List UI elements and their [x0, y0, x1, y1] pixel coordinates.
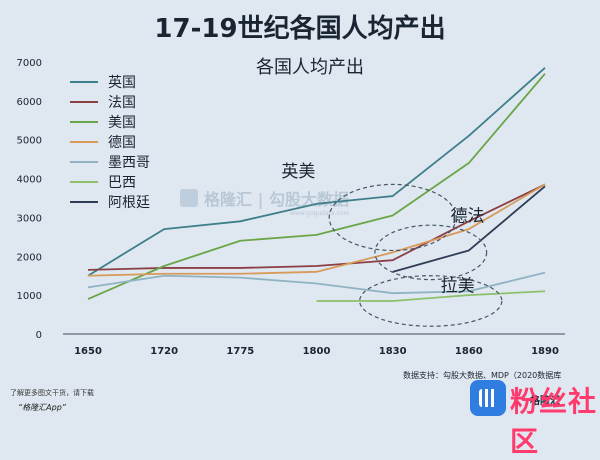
series-line-巴西: [316, 290, 546, 302]
series-line-美国: [87, 73, 546, 300]
line-chart: 0 1000 2000 3000 4000 5000 6000 7000 1650 1720 177…: [17, 57, 565, 357]
y-tick-label: 6000: [17, 97, 42, 108]
legend-label: 法国: [108, 95, 136, 111]
highlight-ellipse: [359, 275, 503, 327]
annotation-label: 拉美: [441, 276, 475, 296]
brand-logo: 格隆汇: [530, 396, 560, 407]
highlight-ellipse: [374, 224, 488, 281]
legend-label: 墨西哥: [108, 155, 150, 171]
x-tick-label: 1830: [379, 346, 407, 357]
series-line-德国: [87, 183, 546, 277]
center-watermark-url: www.gogudata.com: [290, 210, 350, 217]
legend-label: 阿根廷: [108, 195, 150, 211]
x-tick-label: 1720: [150, 346, 178, 357]
footer-app-name: “格隆汇App”: [18, 403, 66, 412]
annotation-label: 德法: [451, 206, 485, 226]
center-watermark-icon: [180, 189, 198, 207]
series-line-英国: [87, 67, 546, 277]
x-tick-label: 1650: [74, 346, 102, 357]
annotation-label: 英美: [281, 162, 315, 182]
series-line-墨西哥: [87, 271, 546, 295]
x-tick-label: 1860: [455, 346, 483, 357]
series-line-阿根廷: [392, 185, 546, 273]
footer-note: 了解更多图文干货，请下载: [10, 389, 94, 397]
y-tick-label: 2000: [17, 252, 42, 263]
y-tick-label: 5000: [17, 136, 42, 147]
center-watermark-text: 格隆汇 | 勾股大数据: [204, 190, 349, 210]
watermark: 粉丝社区: [470, 378, 600, 458]
series-line-法国: [87, 183, 546, 271]
y-tick-label: 4000: [17, 175, 42, 186]
legend-label: 美国: [108, 115, 136, 131]
chart-title: 各国人均产出: [256, 57, 364, 78]
x-tick-label: 1890: [531, 346, 559, 357]
watermark-icon: [470, 380, 506, 416]
y-tick-label: 1000: [17, 291, 42, 302]
legend-label: 英国: [108, 74, 136, 91]
highlight-ellipse: [328, 183, 457, 252]
watermark-text: 粉丝社区: [510, 385, 598, 458]
legend-label: 德国: [108, 135, 136, 151]
legend-label: 巴西: [108, 175, 136, 191]
source-text: 数据支持：勾股大数据、MDP（2020数据库: [403, 371, 562, 380]
y-tick-label: 3000: [17, 213, 42, 224]
x-tick-label: 1775: [226, 346, 254, 357]
page-title: 17-19世纪各国人均产出: [154, 14, 446, 44]
y-tick-label: 7000: [17, 58, 42, 69]
y-tick-label: 0: [36, 330, 42, 341]
x-tick-label: 1800: [303, 346, 331, 357]
